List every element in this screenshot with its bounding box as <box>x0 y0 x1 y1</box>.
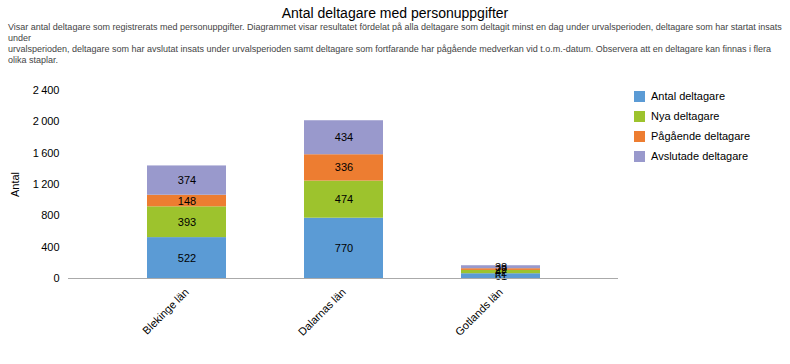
svg-text:1 200: 1 200 <box>33 178 60 190</box>
svg-text:0: 0 <box>53 272 59 284</box>
svg-text:374: 374 <box>178 174 196 186</box>
html-text:urvalsperioden, deltagare som: urvalsperioden, deltagare som har avslut… <box>8 44 771 65</box>
svg-text:434: 434 <box>335 131 353 143</box>
svg-text:38: 38 <box>495 261 507 273</box>
svg-text:474: 474 <box>335 193 353 205</box>
svg-text:800: 800 <box>41 209 59 221</box>
html-text:Nya deltagare: Nya deltagare <box>651 110 720 122</box>
svg-text:2 400: 2 400 <box>33 84 60 96</box>
svg-text:770: 770 <box>335 242 353 254</box>
svg-text:336: 336 <box>335 161 353 173</box>
svg-text:Dalarnas län: Dalarnas län <box>296 286 348 338</box>
html-text:Pågående deltagare: Pågående deltagare <box>651 130 751 142</box>
svg-text:522: 522 <box>178 252 196 264</box>
svg-text:2 000: 2 000 <box>33 115 60 127</box>
svg-text:Blekinge län: Blekinge län <box>140 286 191 337</box>
svg-text:Gotlands län: Gotlands län <box>453 286 505 338</box>
html-text:Visar antal deltagare som regi: Visar antal deltagare som registrerats m… <box>8 22 782 43</box>
svg-text:1 600: 1 600 <box>33 147 60 159</box>
html-text:Antal deltagare med personuppg: Antal deltagare med personuppgifter <box>281 5 509 21</box>
svg-text:148: 148 <box>178 195 196 207</box>
html-text:Antal deltagare: Antal deltagare <box>651 90 725 102</box>
svg-text:400: 400 <box>41 241 59 253</box>
svg-text:393: 393 <box>178 216 196 228</box>
svg-text:Antal: Antal <box>9 172 21 197</box>
html-text:Avslutade deltagare: Avslutade deltagare <box>651 150 748 162</box>
